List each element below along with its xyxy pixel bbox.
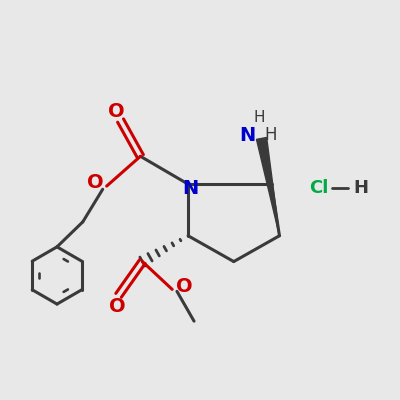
Polygon shape bbox=[256, 138, 280, 236]
Text: O: O bbox=[176, 277, 192, 296]
Text: H: H bbox=[353, 179, 368, 197]
Text: N: N bbox=[182, 179, 198, 198]
Text: H: H bbox=[265, 126, 277, 144]
Text: H: H bbox=[254, 110, 265, 124]
Text: Cl: Cl bbox=[310, 179, 329, 197]
Text: O: O bbox=[108, 102, 125, 121]
Text: N: N bbox=[239, 126, 256, 145]
Text: O: O bbox=[110, 297, 126, 316]
Text: O: O bbox=[87, 174, 104, 192]
